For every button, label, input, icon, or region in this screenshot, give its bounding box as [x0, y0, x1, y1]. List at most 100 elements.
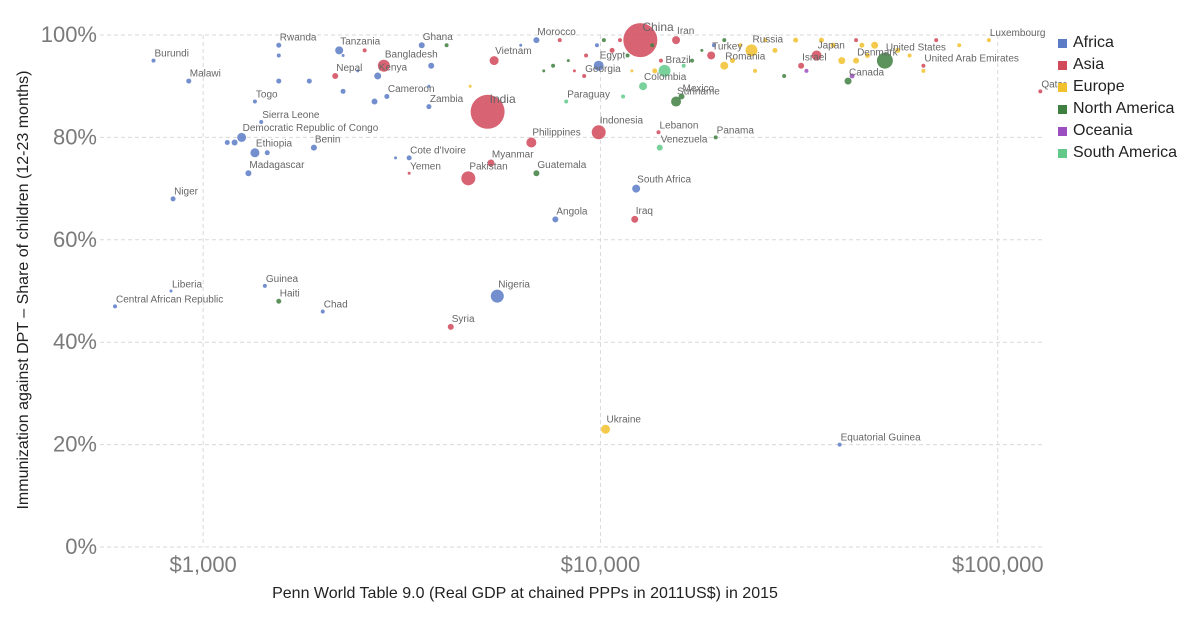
data-point [859, 42, 865, 48]
point-label: Russia [752, 34, 783, 45]
data-point [564, 99, 569, 104]
data-point [907, 53, 912, 58]
legend: Africa Asia Europe North America Oceania Sout… [1058, 32, 1177, 164]
data-point [428, 62, 435, 69]
point-label: Lebanon [659, 120, 698, 131]
data-point [639, 82, 648, 91]
point-label: Angola [556, 206, 588, 217]
legend-item[interactable]: Africa [1058, 32, 1177, 54]
data-point [720, 61, 729, 70]
data-point [377, 59, 390, 72]
legend-label: South America [1073, 144, 1178, 161]
data-point [681, 63, 686, 68]
legend-item[interactable]: South America [1058, 142, 1177, 164]
point-label: Ghana [423, 32, 453, 43]
data-point [601, 424, 611, 434]
point-label: Egypt [600, 51, 626, 62]
legend-swatch [1058, 60, 1067, 70]
point-label: Bangladesh [385, 50, 438, 61]
data-point [362, 48, 367, 53]
x-tick-label: $100,000 [952, 552, 1044, 577]
data-point [864, 52, 870, 58]
point-label: China [642, 20, 674, 34]
data-point [310, 144, 317, 151]
point-label: Niger [174, 186, 199, 197]
data-point [957, 43, 962, 48]
point-label: South Africa [637, 175, 691, 186]
x-tick-label: $10,000 [561, 552, 641, 577]
data-point [656, 130, 661, 135]
data-point [632, 184, 641, 193]
data-point [447, 323, 454, 330]
data-point [844, 77, 852, 85]
data-points [113, 23, 1043, 447]
legend-swatch [1058, 126, 1067, 136]
point-label: Equatorial Guinea [841, 433, 921, 444]
point-label: Pakistan [469, 161, 507, 172]
point-label: Yemen [410, 162, 441, 173]
data-point [895, 47, 901, 53]
data-point [186, 78, 192, 84]
point-label: United Arab Emirates [924, 54, 1019, 65]
legend-item[interactable]: North America [1058, 98, 1177, 120]
data-point [259, 120, 264, 125]
point-label: Morocco [537, 27, 576, 38]
data-point [658, 64, 671, 77]
data-point [113, 304, 118, 309]
data-point [237, 132, 247, 142]
data-point [276, 298, 282, 304]
data-point [542, 69, 546, 73]
legend-swatch [1058, 82, 1067, 92]
data-point [631, 215, 639, 223]
data-point [672, 36, 681, 45]
data-point [837, 442, 842, 447]
data-point [332, 72, 339, 79]
data-point [426, 104, 432, 110]
data-point [623, 23, 658, 58]
legend-item[interactable]: Europe [1058, 76, 1177, 98]
data-point [533, 170, 540, 177]
y-tick-label: 60% [53, 227, 97, 252]
point-label: Nepal [336, 63, 362, 74]
data-point [772, 47, 778, 53]
data-point [418, 42, 425, 49]
point-label: Philippines [532, 128, 580, 139]
data-point [470, 94, 505, 129]
data-point [753, 68, 758, 73]
data-point [340, 88, 346, 94]
point-label: Japan [818, 40, 845, 51]
point-label: Mexico [683, 83, 715, 94]
data-point [621, 94, 626, 99]
data-point [871, 41, 879, 49]
point-label: Israel [802, 53, 826, 64]
data-point [617, 38, 622, 43]
data-point [444, 43, 449, 48]
data-point [245, 170, 252, 177]
point-label: Zambia [430, 94, 464, 105]
data-point [526, 137, 537, 148]
legend-item[interactable]: Asia [1058, 54, 1177, 76]
point-label: Chad [324, 299, 348, 310]
legend-label: North America [1073, 100, 1175, 117]
data-point [658, 58, 663, 63]
point-label: Ethiopia [256, 138, 293, 149]
legend-label: Asia [1073, 56, 1105, 73]
point-label: Canada [849, 68, 884, 79]
data-point [341, 53, 345, 57]
data-point [830, 42, 836, 48]
legend-swatch [1058, 38, 1067, 48]
data-point [262, 283, 267, 288]
data-point [551, 63, 556, 68]
legend-label: Europe [1073, 78, 1125, 95]
data-point [276, 42, 282, 48]
data-point [854, 38, 859, 43]
data-point [652, 68, 658, 74]
legend-item[interactable]: Oceania [1058, 120, 1177, 142]
data-point [582, 73, 587, 78]
point-label: Qatar [1041, 79, 1067, 90]
point-label: Paraguay [567, 90, 610, 101]
y-tick-label: 100% [41, 22, 97, 47]
data-point [151, 58, 156, 63]
